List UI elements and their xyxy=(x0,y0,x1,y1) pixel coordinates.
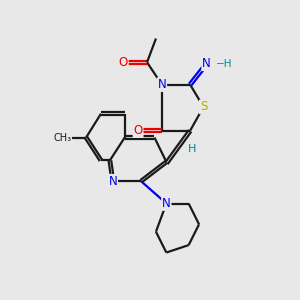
Text: N: N xyxy=(109,175,117,188)
Text: O: O xyxy=(134,124,143,137)
Text: CH₃: CH₃ xyxy=(53,133,71,142)
Text: S: S xyxy=(200,100,207,113)
Text: −H: −H xyxy=(216,59,232,69)
Text: N: N xyxy=(162,197,171,210)
Text: N: N xyxy=(158,78,166,91)
Text: H: H xyxy=(188,144,197,154)
Text: O: O xyxy=(118,56,128,69)
Text: N: N xyxy=(202,57,211,70)
